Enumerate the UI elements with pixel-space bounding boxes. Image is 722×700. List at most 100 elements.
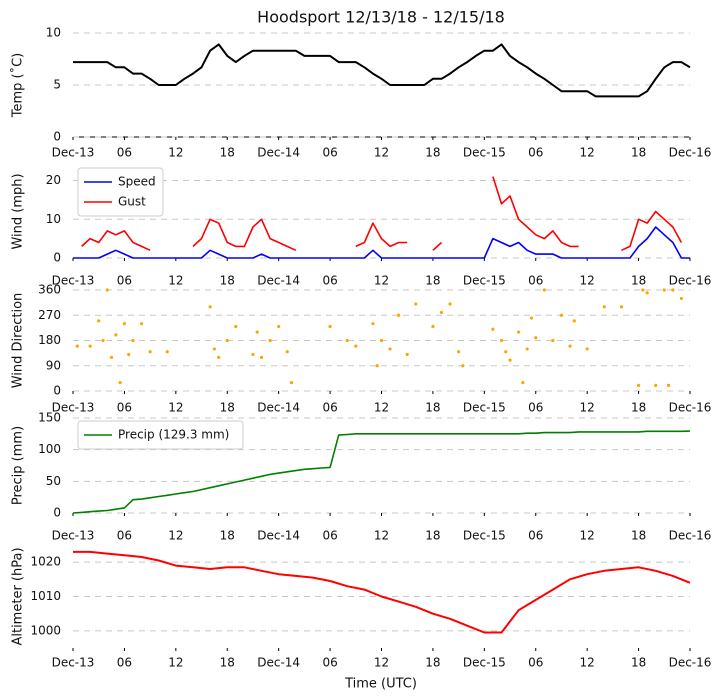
point: [542, 288, 546, 292]
point: [259, 355, 264, 359]
x-tick-label: Dec-15: [463, 146, 506, 160]
point: [671, 288, 675, 292]
point: [666, 383, 671, 387]
series-line: [73, 226, 690, 259]
x-tick-label: Dec-15: [463, 529, 506, 543]
x-tick-label: 18: [220, 529, 235, 543]
x-tick-label: Dec-15: [463, 274, 506, 288]
x-tick-label: 06: [528, 529, 543, 543]
x-tick-label: Dec-16: [669, 656, 712, 670]
y-axis-label: Wind Direction: [11, 293, 26, 389]
point: [504, 350, 508, 354]
x-tick-label: Dec-15: [463, 656, 506, 670]
point: [109, 355, 114, 359]
y-tick-label: 100: [38, 442, 61, 456]
point: [405, 352, 409, 357]
point: [499, 338, 504, 343]
x-tick-label: 06: [528, 401, 543, 415]
point: [568, 344, 572, 348]
point: [139, 322, 144, 326]
x-tick-label: 06: [322, 274, 337, 288]
point: [101, 338, 105, 343]
point: [148, 350, 152, 354]
x-tick-label: Dec-14: [257, 146, 300, 160]
point: [619, 305, 624, 309]
series-line: [72, 430, 691, 514]
x-tick-label: 18: [425, 401, 440, 415]
point: [328, 324, 332, 329]
legend-label: Gust: [118, 195, 146, 209]
x-tick-label: 18: [631, 529, 646, 543]
y-tick-label: 1020: [30, 555, 61, 569]
point: [379, 338, 384, 343]
point: [414, 302, 418, 306]
point: [457, 350, 461, 354]
point: [508, 358, 512, 362]
point: [439, 310, 444, 315]
x-tick-label: 18: [425, 274, 440, 288]
point: [75, 344, 79, 348]
y-tick-label: 0: [53, 130, 61, 144]
x-tick-label: 06: [117, 274, 132, 288]
x-tick-label: 12: [580, 146, 595, 160]
x-tick-label: 06: [117, 146, 132, 160]
point: [345, 338, 349, 343]
y-tick-label: 270: [38, 308, 61, 322]
point: [118, 380, 122, 385]
x-tick-label: Dec-16: [669, 401, 712, 415]
x-tick-label: 12: [168, 274, 183, 288]
x-tick-label: Dec-13: [52, 529, 95, 543]
point: [529, 316, 534, 320]
y-axis-label: Altimeter (hPa): [11, 547, 26, 645]
x-tick-label: 06: [322, 146, 337, 160]
point: [208, 305, 212, 309]
point: [491, 327, 495, 331]
x-tick-label: 12: [168, 401, 183, 415]
x-tick-label: 18: [631, 146, 646, 160]
x-tick-label: 12: [580, 401, 595, 415]
point: [517, 330, 521, 334]
panel: Precip (mm) 0 50 100 150 Dec-13 06 12 18 Dec-14 06…: [11, 411, 712, 543]
x-tick-label: 06: [528, 146, 543, 160]
x-tick-label: 12: [168, 656, 183, 670]
series-line: [73, 550, 691, 634]
y-axis-label: Wind (mph): [11, 173, 26, 249]
x-tick-label: 12: [374, 401, 389, 415]
x-tick-label: Dec-14: [257, 656, 300, 670]
y-tick-label: 180: [38, 333, 61, 347]
x-tick-label: 18: [631, 656, 646, 670]
x-tick-label: 12: [374, 146, 389, 160]
point: [375, 364, 379, 368]
x-tick-label: Dec-16: [669, 146, 712, 160]
point: [97, 319, 101, 323]
x-tick-label: 12: [580, 656, 595, 670]
point: [397, 313, 401, 317]
point: [234, 324, 238, 329]
point: [448, 302, 452, 306]
point: [289, 380, 294, 385]
x-tick-label: 06: [117, 401, 132, 415]
y-tick-label: 50: [46, 474, 61, 488]
x-tick-label: 06: [322, 656, 337, 670]
point: [251, 352, 255, 357]
point: [521, 380, 525, 385]
point: [525, 347, 529, 351]
y-tick-label: 0: [53, 251, 61, 265]
point: [551, 338, 555, 343]
point: [114, 333, 118, 337]
x-axis-label: Time (UTC): [344, 677, 417, 692]
y-tick-label: 10: [46, 212, 61, 226]
point: [105, 288, 109, 292]
x-tick-label: Dec-16: [669, 274, 712, 288]
x-tick-label: Dec-16: [669, 529, 712, 543]
x-tick-label: 12: [580, 274, 595, 288]
x-tick-label: 06: [117, 529, 132, 543]
point: [371, 322, 375, 326]
x-tick-label: Dec-13: [52, 656, 95, 670]
y-tick-label: 150: [38, 411, 61, 425]
x-tick-label: 18: [220, 656, 235, 670]
x-tick-label: 18: [425, 146, 440, 160]
point: [122, 322, 127, 326]
x-tick-label: 18: [631, 401, 646, 415]
